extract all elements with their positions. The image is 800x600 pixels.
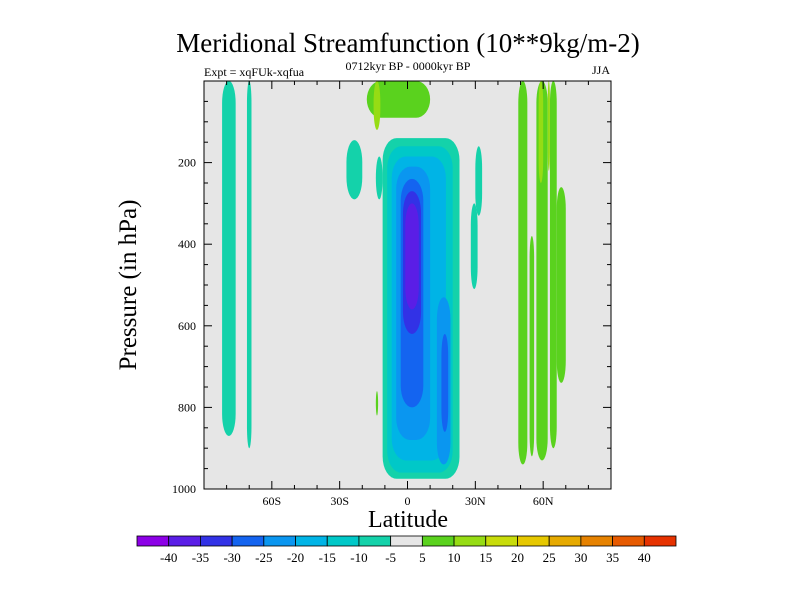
colorbar-swatch-10 [453,535,487,547]
x-tick-label--30: 30S [330,494,349,508]
colorbar-swatch-13 [548,535,582,547]
colorbar-label-8: 5 [419,550,426,565]
colorbar-label-14: 35 [606,550,619,565]
contour-region-23 [538,81,544,183]
contour-region-15 [475,146,483,216]
colorbar-label-7: -5 [385,550,396,565]
contour-regions [222,81,566,479]
contour-region-22 [556,187,566,383]
colorbar-label-0: -40 [160,550,177,565]
colorbar-swatch-0 [136,535,170,547]
colorbar-swatch-9 [421,535,455,547]
colorbar-label-9: 10 [448,550,461,565]
x-tick-label--60: 60S [262,494,281,508]
subtitle-right: JJA [592,63,610,77]
colorbar-swatch-14 [580,535,613,547]
y-tick-label-200: 200 [178,156,196,170]
colorbar-swatch-6 [326,535,360,547]
colorbar-label-13: 30 [574,550,587,565]
y-axis-label: Pressure (in hPa) [115,200,142,371]
x-tick-label-60: 60N [533,494,554,508]
colorbar-swatch-5 [295,535,328,547]
contour-region-3 [375,156,383,200]
x-tick-label-0: 0 [405,494,411,508]
subtitle-center: 0712kyr BP - 0000kyr BP [346,59,471,73]
colorbar-swatch-1 [168,535,201,547]
contour-region-2 [346,140,363,200]
colorbar-swatch-16 [643,535,677,547]
y-tick-label-400: 400 [178,237,196,251]
contour-region-17 [375,391,379,416]
colorbar-swatch-15 [612,535,645,547]
x-tick-label-30: 30N [465,494,486,508]
contour-region-12 [441,333,449,432]
contour-region-19 [536,81,548,461]
contour-region-0 [222,81,236,436]
colorbar-label-12: 25 [543,550,556,565]
colorbar-label-15: 40 [638,550,651,565]
contour-region-18 [518,81,528,465]
y-tick-label-1000: 1000 [172,482,196,496]
colorbar: -40 -35 -30 -25 -20 -15 -10 -5 5 10 15 20 25 30 35 40 [136,535,677,565]
chart-title: Meridional Streamfunction (10**9kg/m-2) [176,28,639,58]
contour-region-21 [529,236,535,457]
subtitle-left: Expt = xqFUk-xqfua [204,65,305,79]
y-axis-ticks: 200 400 600 800 1000 [172,100,611,496]
x-axis-ticks: 60S 30S 0 30N 60N [226,81,589,508]
colorbar-label-3: -25 [255,550,272,565]
colorbar-label-4: -20 [287,550,304,565]
colorbar-label-6: -10 [350,550,367,565]
x-axis-label: Latitude [368,507,448,533]
contour-region-14 [405,203,419,310]
colorbar-swatch-3 [231,535,265,547]
plot-area: 200 400 600 800 1000 60S 30S 0 30N 60N [172,80,612,508]
colorbar-swatch-11 [485,535,518,547]
contour-region-5 [373,81,381,130]
colorbar-label-1: -35 [192,550,209,565]
colorbar-swatch-7 [358,535,392,547]
contour-region-4 [366,81,431,118]
colorbar-swatch-12 [517,535,550,547]
colorbar-swatch-8 [390,535,423,547]
contour-region-24 [547,81,550,171]
colorbar-label-2: -30 [223,550,240,565]
contour-region-1 [246,81,252,449]
colorbar-label-10: 15 [479,550,492,565]
colorbar-swatch-2 [200,535,233,547]
contour-region-16 [470,203,478,290]
colorbar-swatch-4 [263,535,296,547]
y-tick-label-800: 800 [178,400,196,414]
colorbar-label-5: -15 [319,550,336,565]
contour-region-20 [549,81,557,449]
colorbar-label-11: 20 [511,550,524,565]
y-tick-label-600: 600 [178,319,196,333]
